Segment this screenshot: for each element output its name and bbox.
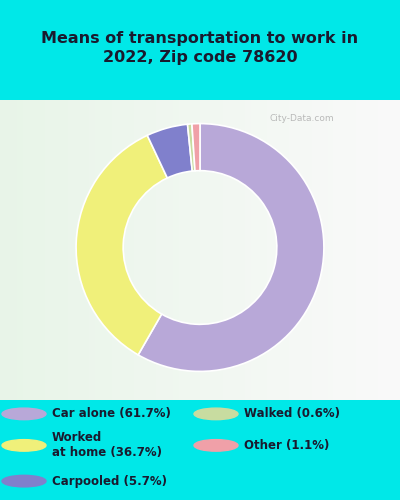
Text: City-Data.com: City-Data.com xyxy=(269,114,334,122)
Text: Walked (0.6%): Walked (0.6%) xyxy=(244,408,340,420)
Wedge shape xyxy=(192,124,200,171)
Wedge shape xyxy=(76,136,167,355)
Text: Car alone (61.7%): Car alone (61.7%) xyxy=(52,408,171,420)
Circle shape xyxy=(2,476,46,487)
Circle shape xyxy=(194,440,238,451)
Circle shape xyxy=(194,408,238,420)
Wedge shape xyxy=(138,124,324,372)
Text: Worked
at home (36.7%): Worked at home (36.7%) xyxy=(52,432,162,460)
Text: Means of transportation to work in
2022, Zip code 78620: Means of transportation to work in 2022,… xyxy=(42,30,358,66)
Text: Other (1.1%): Other (1.1%) xyxy=(244,439,329,452)
Wedge shape xyxy=(188,124,195,171)
Circle shape xyxy=(2,408,46,420)
Text: Carpooled (5.7%): Carpooled (5.7%) xyxy=(52,474,167,488)
Wedge shape xyxy=(147,124,192,178)
Circle shape xyxy=(2,440,46,451)
